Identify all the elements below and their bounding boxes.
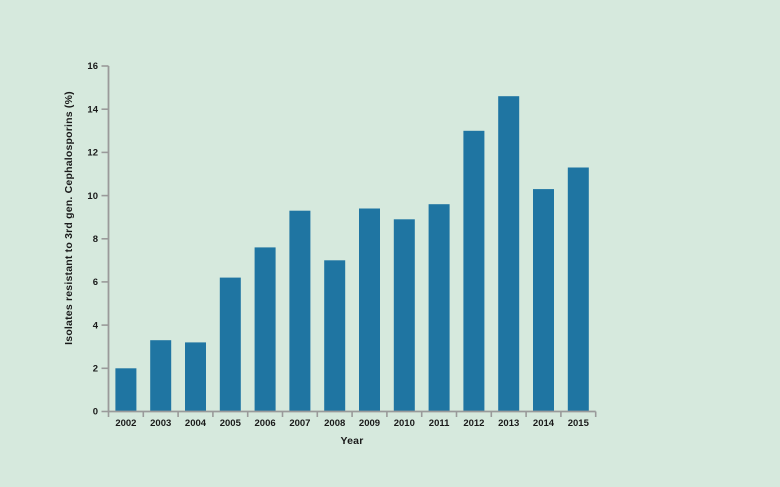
bar-2006 xyxy=(254,247,276,412)
bar-2013 xyxy=(498,96,520,412)
y-tick-label: 8 xyxy=(93,234,98,245)
x-tick-label: 2013 xyxy=(498,418,519,429)
y-tick-label: 14 xyxy=(87,104,98,115)
axis-lines xyxy=(107,66,596,413)
bar-2008 xyxy=(324,260,346,412)
x-tick-label: 2015 xyxy=(568,418,590,429)
x-tick-label: 2010 xyxy=(394,418,415,429)
bar-2005 xyxy=(219,277,241,412)
y-tick-label: 12 xyxy=(87,148,98,159)
y-tick-label: 2 xyxy=(93,364,98,375)
x-tick-label: 2014 xyxy=(533,418,555,429)
y-tick-label: 0 xyxy=(93,407,98,418)
x-tick-label: 2011 xyxy=(429,418,450,429)
axes-group xyxy=(101,65,597,417)
y-tick-label: 10 xyxy=(87,191,98,202)
y-tick-label: 4 xyxy=(93,320,99,331)
x-tick-label: 2012 xyxy=(463,418,484,429)
x-tick-label: 2004 xyxy=(185,418,207,429)
bar-2003 xyxy=(150,340,172,412)
bar-2004 xyxy=(185,342,206,412)
x-tick-label: 2007 xyxy=(289,418,310,429)
bar-2009 xyxy=(359,208,380,412)
x-tick-label: 2005 xyxy=(220,418,242,429)
x-tick-label: 2006 xyxy=(255,418,276,429)
bar-2014 xyxy=(533,189,554,412)
bar-2015 xyxy=(567,167,589,412)
x-tick-label: 2008 xyxy=(324,418,345,429)
y-axis-title: Isolates resistant to 3rd gen. Cephalosp… xyxy=(63,91,75,345)
tick-labels-group: 0 2 4 6 8 10 12 14 16 2002 2003 2004 2005 2006 2007 200… xyxy=(87,61,589,429)
bar-2002 xyxy=(115,368,137,412)
bar-2007 xyxy=(289,210,311,412)
bar-2012 xyxy=(463,130,485,412)
bar-2010 xyxy=(393,219,415,412)
bars-group xyxy=(115,96,589,412)
bar-2011 xyxy=(428,204,450,412)
x-axis-title: Year xyxy=(341,435,364,447)
x-tick-label: 2009 xyxy=(359,418,380,429)
y-tick-label: 16 xyxy=(87,61,98,72)
y-tick-label: 6 xyxy=(93,277,98,288)
x-tick-label: 2002 xyxy=(115,418,136,429)
x-tick-label: 2003 xyxy=(150,418,171,429)
